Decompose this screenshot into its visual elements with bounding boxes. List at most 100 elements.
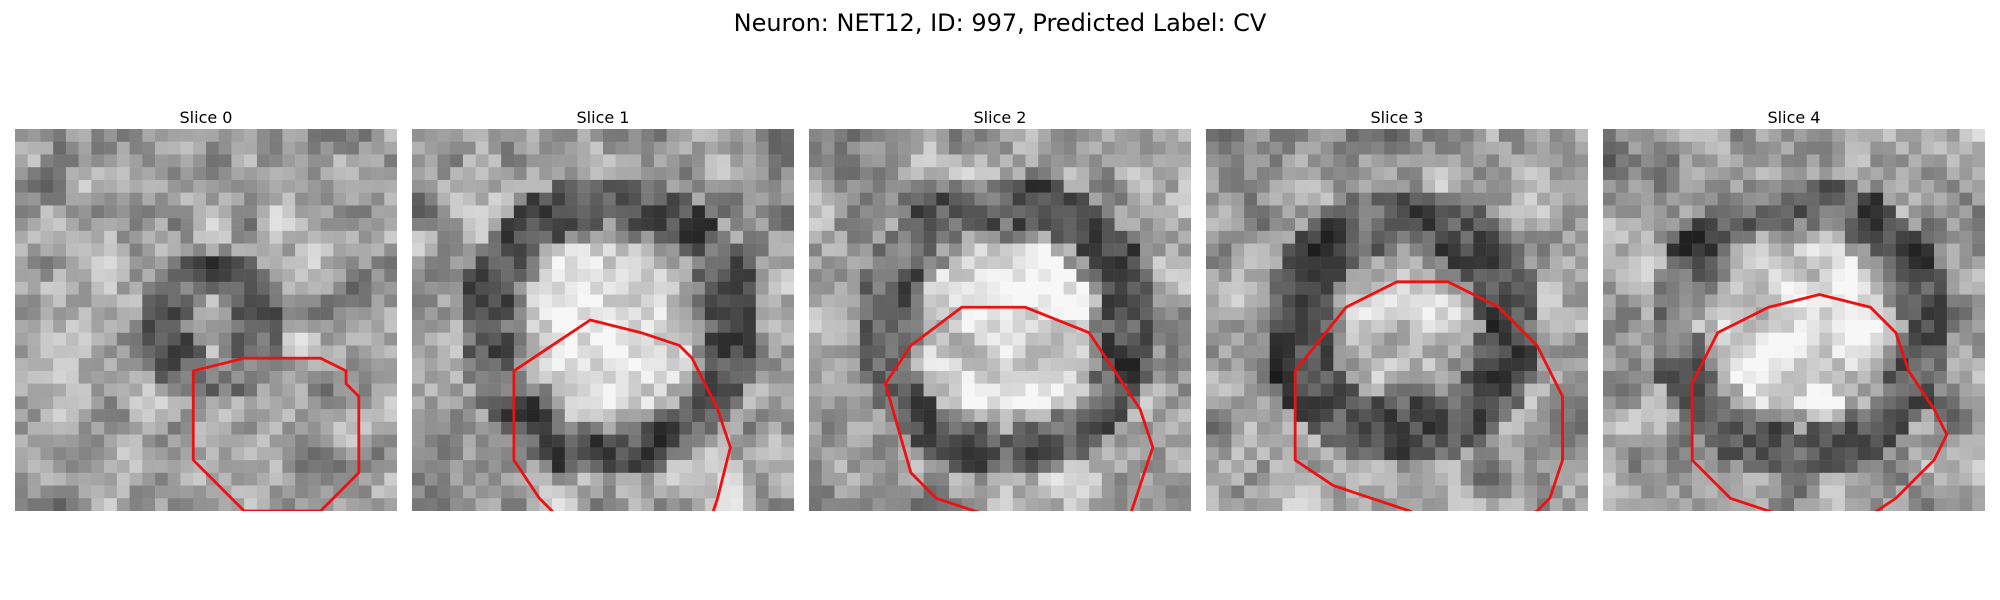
pixel xyxy=(206,179,219,193)
pixel xyxy=(834,345,848,359)
pixel xyxy=(552,320,566,333)
pixel xyxy=(628,179,642,193)
pixel xyxy=(692,332,706,346)
pixel xyxy=(244,154,258,168)
pixel xyxy=(475,434,489,448)
pixel xyxy=(987,205,1001,219)
pixel xyxy=(1127,447,1141,461)
pixel xyxy=(1511,345,1525,359)
pixel xyxy=(1972,498,1985,511)
pixel xyxy=(859,345,873,359)
pixel xyxy=(155,320,169,333)
pixel xyxy=(768,345,782,359)
pixel xyxy=(704,256,718,270)
pixel xyxy=(129,370,143,384)
pixel xyxy=(206,243,219,257)
pixel xyxy=(412,472,425,486)
pixel xyxy=(488,167,502,181)
pixel xyxy=(1178,409,1191,423)
pixel xyxy=(1114,447,1128,461)
pixel xyxy=(1384,205,1398,219)
pixel xyxy=(1844,332,1858,346)
pixel xyxy=(859,281,873,295)
pixel xyxy=(768,485,782,499)
pixel xyxy=(1844,179,1858,193)
pixel xyxy=(231,256,245,270)
pixel xyxy=(167,281,181,295)
pixel xyxy=(1063,421,1077,435)
pixel xyxy=(923,421,937,435)
pixel xyxy=(1244,167,1258,181)
pixel xyxy=(1101,307,1115,321)
pixel xyxy=(1447,179,1461,193)
pixel xyxy=(910,358,924,372)
pixel xyxy=(346,256,360,270)
pixel xyxy=(1628,345,1642,359)
pixel xyxy=(1666,307,1680,321)
pixel xyxy=(295,281,309,295)
pixel xyxy=(1498,421,1512,435)
pixel xyxy=(1307,447,1321,461)
pixel xyxy=(1307,485,1321,499)
pixel xyxy=(1218,434,1232,448)
pixel xyxy=(1384,345,1398,359)
pixel xyxy=(615,345,629,359)
pixel xyxy=(437,498,451,511)
pixel xyxy=(282,485,296,499)
pixel xyxy=(1178,383,1191,397)
pixel xyxy=(1269,498,1283,511)
pixel xyxy=(1921,269,1935,283)
pixel xyxy=(256,447,270,461)
pixel xyxy=(653,129,667,142)
pixel xyxy=(859,447,873,461)
pixel xyxy=(269,409,283,423)
pixel xyxy=(666,167,680,181)
pixel xyxy=(936,281,950,295)
pixel xyxy=(1717,421,1731,435)
pixel xyxy=(898,498,912,511)
pixel xyxy=(1269,307,1283,321)
pixel xyxy=(1422,434,1436,448)
pixel xyxy=(1295,498,1309,511)
pixel xyxy=(501,434,515,448)
pixel xyxy=(859,460,873,474)
pixel xyxy=(513,129,527,142)
pixel xyxy=(847,167,861,181)
pixel xyxy=(15,447,28,461)
pixel xyxy=(346,370,360,384)
pixel xyxy=(155,460,169,474)
pixel xyxy=(475,460,489,474)
pixel xyxy=(1615,396,1629,410)
pixel xyxy=(526,269,540,283)
pixel xyxy=(653,218,667,232)
pixel xyxy=(142,269,156,283)
pixel xyxy=(1603,345,1616,359)
pixel xyxy=(142,409,156,423)
pixel xyxy=(1743,192,1757,206)
pixel xyxy=(1934,205,1948,219)
pixel xyxy=(1473,332,1487,346)
pixel xyxy=(1486,434,1500,448)
pixel xyxy=(1063,269,1077,283)
pixel xyxy=(1295,129,1309,142)
pixel xyxy=(961,154,975,168)
pixel xyxy=(872,409,886,423)
pixel xyxy=(821,421,835,435)
pixel xyxy=(40,307,54,321)
pixel xyxy=(412,358,425,372)
pixel xyxy=(628,230,642,244)
pixel xyxy=(1025,332,1039,346)
pixel xyxy=(1244,281,1258,295)
pixel xyxy=(821,396,835,410)
pixel xyxy=(666,320,680,333)
pixel xyxy=(475,421,489,435)
pixel xyxy=(1358,256,1372,270)
pixel xyxy=(1063,179,1077,193)
pixel xyxy=(193,167,207,181)
pixel xyxy=(384,434,397,448)
pixel xyxy=(1908,498,1922,511)
pixel xyxy=(781,281,794,295)
pixel xyxy=(1628,447,1642,461)
pixel xyxy=(1422,192,1436,206)
pixel xyxy=(666,256,680,270)
